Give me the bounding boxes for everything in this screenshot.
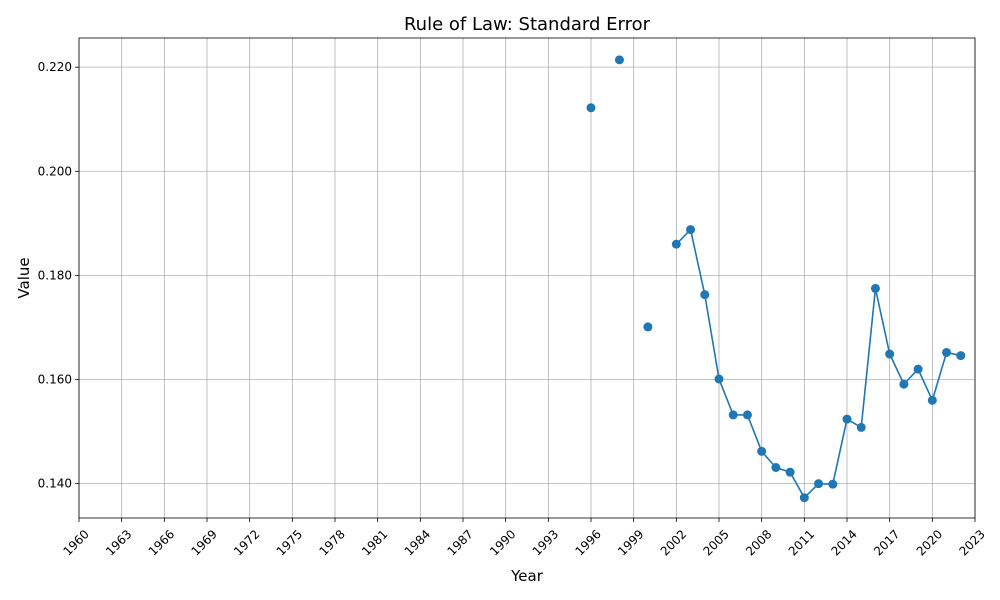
x-axis-ticks: 1960 1963 1966 1969 1972 1975 1978 1981 1984 1987…: [60, 518, 988, 559]
series-layer: [586, 55, 966, 503]
x-tick-label: 1987: [444, 527, 475, 558]
data-point: [814, 479, 824, 489]
y-axis-ticks: 0.140 0.160 0.180 0.200 0.220: [38, 60, 79, 491]
x-axis-title: Year: [510, 567, 544, 585]
data-point: [870, 283, 880, 293]
x-tick-label: 1996: [572, 527, 603, 558]
x-tick-label: 1969: [188, 527, 219, 558]
y-tick-label: 0.140: [38, 477, 72, 491]
x-tick-label: 2023: [956, 527, 987, 558]
data-point: [728, 410, 738, 420]
data-point: [714, 374, 724, 384]
chart-title: Rule of Law: Standard Error: [404, 14, 651, 35]
x-tick-label: 1978: [316, 527, 347, 558]
data-point: [842, 414, 852, 424]
series-line-segment: [718, 378, 734, 416]
data-point: [927, 395, 937, 405]
series-line-segment: [860, 288, 877, 428]
series-line-segment: [874, 288, 891, 355]
y-gridlines: [79, 66, 975, 485]
series-line-segment: [917, 368, 934, 401]
data-point: [885, 349, 895, 359]
x-tick-label: 1966: [146, 527, 177, 558]
data-point: [614, 55, 624, 65]
series-line-segment: [703, 294, 720, 380]
series-line-segment: [746, 414, 763, 452]
data-point: [856, 422, 866, 432]
x-tick-label: 2020: [914, 527, 945, 558]
data-point: [913, 364, 923, 374]
data-point: [586, 103, 596, 113]
y-axis-title: Value: [15, 257, 33, 298]
x-tick-label: 2008: [743, 527, 774, 558]
x-tick-label: 2011: [786, 527, 817, 558]
x-tick-label: 1972: [231, 527, 262, 558]
x-tick-label: 2002: [658, 527, 689, 558]
data-point: [643, 322, 653, 332]
y-tick-label: 0.200: [38, 164, 72, 178]
plot-frame: [78, 37, 976, 519]
data-point: [671, 239, 681, 249]
data-point: [942, 347, 952, 357]
x-tick-label: 1999: [615, 527, 646, 558]
x-tick-label: 2005: [700, 527, 731, 558]
x-tick-label: 1984: [402, 527, 433, 558]
series-line-segment: [689, 229, 706, 295]
series-line-segment: [831, 418, 848, 485]
data-point: [785, 467, 795, 477]
data-point: [899, 379, 909, 389]
x-tick-label: 1990: [487, 527, 518, 558]
data-point: [757, 446, 767, 456]
y-tick-label: 0.220: [38, 60, 72, 74]
data-point: [700, 290, 710, 300]
data-point: [828, 479, 838, 489]
y-tick-label: 0.160: [38, 373, 72, 387]
x-tick-label: 1981: [359, 527, 390, 558]
series-line-segment: [888, 353, 905, 385]
data-point: [956, 351, 966, 361]
data-point: [771, 463, 781, 473]
data-point: [742, 410, 752, 420]
x-tick-label: 1993: [530, 527, 561, 558]
x-tick-label: 2014: [828, 527, 859, 558]
x-tick-label: 1960: [60, 527, 91, 558]
x-tick-label: 1963: [103, 527, 134, 558]
y-tick-label: 0.180: [38, 268, 72, 282]
series-line-segment: [931, 352, 948, 401]
x-tick-label: 1975: [274, 527, 305, 558]
data-point: [799, 493, 809, 503]
series-line-segment: [789, 471, 806, 499]
x-tick-label: 2017: [871, 527, 902, 558]
data-point: [686, 225, 696, 235]
